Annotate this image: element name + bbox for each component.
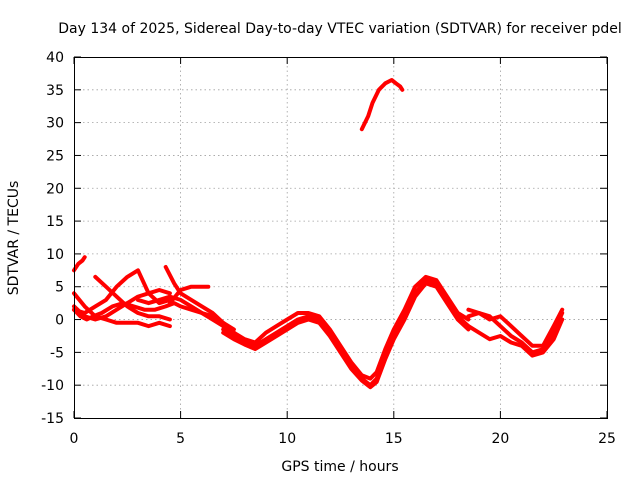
series-line-evening-2 xyxy=(466,317,565,358)
axis-ticks: 0 5 10 15 20 25 -15 -10 -5 0 5 10 15 20 25 30 35 40 xyxy=(41,50,616,447)
chart-title: Day 134 of 2025, Sidereal Day-to-day VTE… xyxy=(58,21,622,37)
series-line-main-b xyxy=(221,274,471,381)
x-tick-label: 25 xyxy=(598,431,616,447)
x-tick-label: 5 xyxy=(176,431,185,447)
series-line-main xyxy=(221,278,471,388)
x-axis-label: GPS time / hours xyxy=(281,459,398,475)
x-tick-label: 20 xyxy=(491,431,509,447)
x-tick-label: 0 xyxy=(70,431,79,447)
y-tick-label: 5 xyxy=(55,280,64,296)
series-line-evening-3 xyxy=(466,307,565,348)
y-tick-label: 0 xyxy=(55,313,64,329)
y-tick-label: 25 xyxy=(46,148,64,164)
x-tick-label: 10 xyxy=(278,431,296,447)
x-tick-label: 15 xyxy=(385,431,403,447)
y-tick-label: -15 xyxy=(41,411,64,427)
plot-frame xyxy=(74,57,608,419)
series-line-morning-4 xyxy=(93,274,172,322)
y-tick-label: -10 xyxy=(41,378,64,394)
series-line-morning-8 xyxy=(167,284,211,306)
series-line-afternoon-peak xyxy=(359,78,405,132)
y-tick-label: 15 xyxy=(46,214,64,230)
y-tick-label: 20 xyxy=(46,181,64,197)
y-tick-label: -5 xyxy=(50,345,64,361)
y-axis-label: SDTVAR / TECUs xyxy=(6,181,22,296)
y-tick-label: 35 xyxy=(46,83,64,99)
series-layer xyxy=(72,78,565,390)
series-line-morning-7 xyxy=(163,265,236,332)
series-line-early-start xyxy=(72,255,87,273)
grid xyxy=(74,57,607,418)
series-line-morning-3 xyxy=(72,268,172,315)
y-tick-label: 10 xyxy=(46,247,64,263)
y-tick-label: 40 xyxy=(46,50,64,66)
series-line-main-c xyxy=(221,281,471,390)
y-tick-label: 30 xyxy=(46,116,64,132)
